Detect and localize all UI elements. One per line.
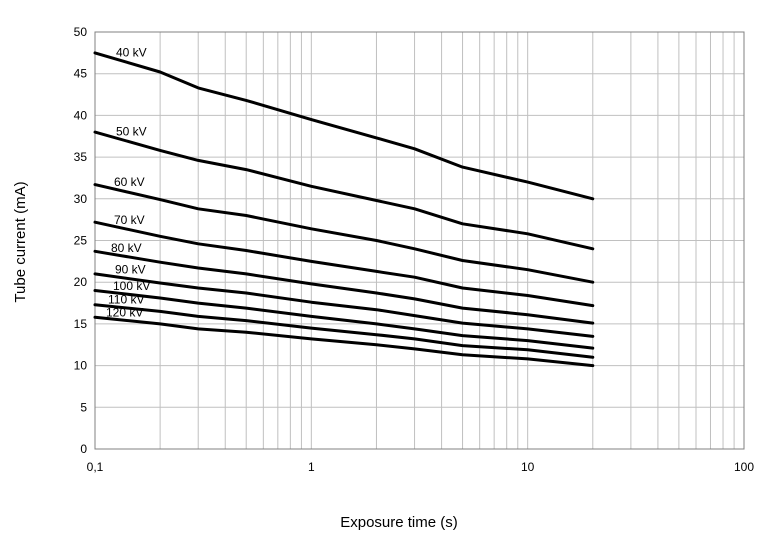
series-lines — [93, 51, 595, 368]
series-label: 90 kV — [115, 262, 146, 276]
x-axis-title: Exposure time (s) — [340, 514, 458, 531]
series-line — [93, 315, 595, 368]
series-label: 80 kV — [111, 241, 142, 255]
series-label: 120 kV — [106, 306, 143, 320]
x-tick-label: 0,1 — [87, 460, 104, 474]
y-tick-label: 50 — [74, 25, 88, 39]
grid — [94, 31, 744, 450]
y-tick-label: 10 — [74, 359, 88, 373]
y-tick-label: 35 — [74, 150, 88, 164]
y-tick-label: 40 — [74, 108, 88, 122]
series-label: 100 kV — [113, 279, 150, 293]
series-label: 70 kV — [114, 213, 145, 227]
y-tick-label: 30 — [74, 192, 88, 206]
y-axis-title: Tube current (mA) — [12, 181, 29, 302]
series-labels: 40 kV 50 kV 60 kV 70 kV 80 kV 90 kV 100 kV110 … — [106, 46, 150, 320]
series-line — [93, 183, 595, 284]
y-tick-label: 25 — [74, 234, 88, 248]
series-line — [93, 289, 595, 350]
y-tick-label: 20 — [74, 275, 88, 289]
x-tick-label: 10 — [521, 460, 535, 474]
series-label: 60 kV — [114, 175, 145, 189]
y-tick-label: 0 — [80, 442, 87, 456]
series-line — [93, 130, 595, 251]
y-tick-labels: 0 5 10 15 20 25 30 35 40 45 50 — [74, 25, 88, 456]
series-line — [93, 303, 595, 359]
series-label: 40 kV — [116, 46, 147, 60]
series-line — [93, 220, 595, 308]
y-tick-label: 15 — [74, 317, 88, 331]
y-tick-label: 5 — [80, 400, 87, 414]
series-line — [93, 51, 595, 201]
x-tick-label: 100 — [734, 460, 754, 474]
series-label: 50 kV — [116, 124, 147, 138]
series-line — [93, 249, 595, 325]
y-tick-label: 45 — [74, 67, 88, 81]
x-tick-labels: 0,1 1 10 100 — [87, 460, 755, 474]
x-tick-label: 1 — [308, 460, 315, 474]
series-line — [93, 272, 595, 338]
plot-frame — [94, 31, 745, 450]
series-label: 110 kV — [108, 292, 144, 306]
